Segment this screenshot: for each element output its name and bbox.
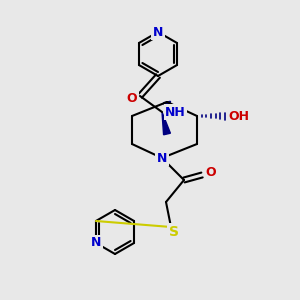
Text: O: O [206, 167, 216, 179]
Text: OH: OH [229, 110, 250, 122]
Text: O: O [127, 92, 137, 106]
Text: N: N [91, 236, 101, 250]
Text: N: N [153, 26, 163, 38]
Text: NH: NH [165, 106, 186, 118]
Polygon shape [162, 112, 170, 135]
Text: S: S [169, 225, 179, 239]
Text: N: N [157, 152, 167, 164]
Polygon shape [164, 101, 170, 117]
